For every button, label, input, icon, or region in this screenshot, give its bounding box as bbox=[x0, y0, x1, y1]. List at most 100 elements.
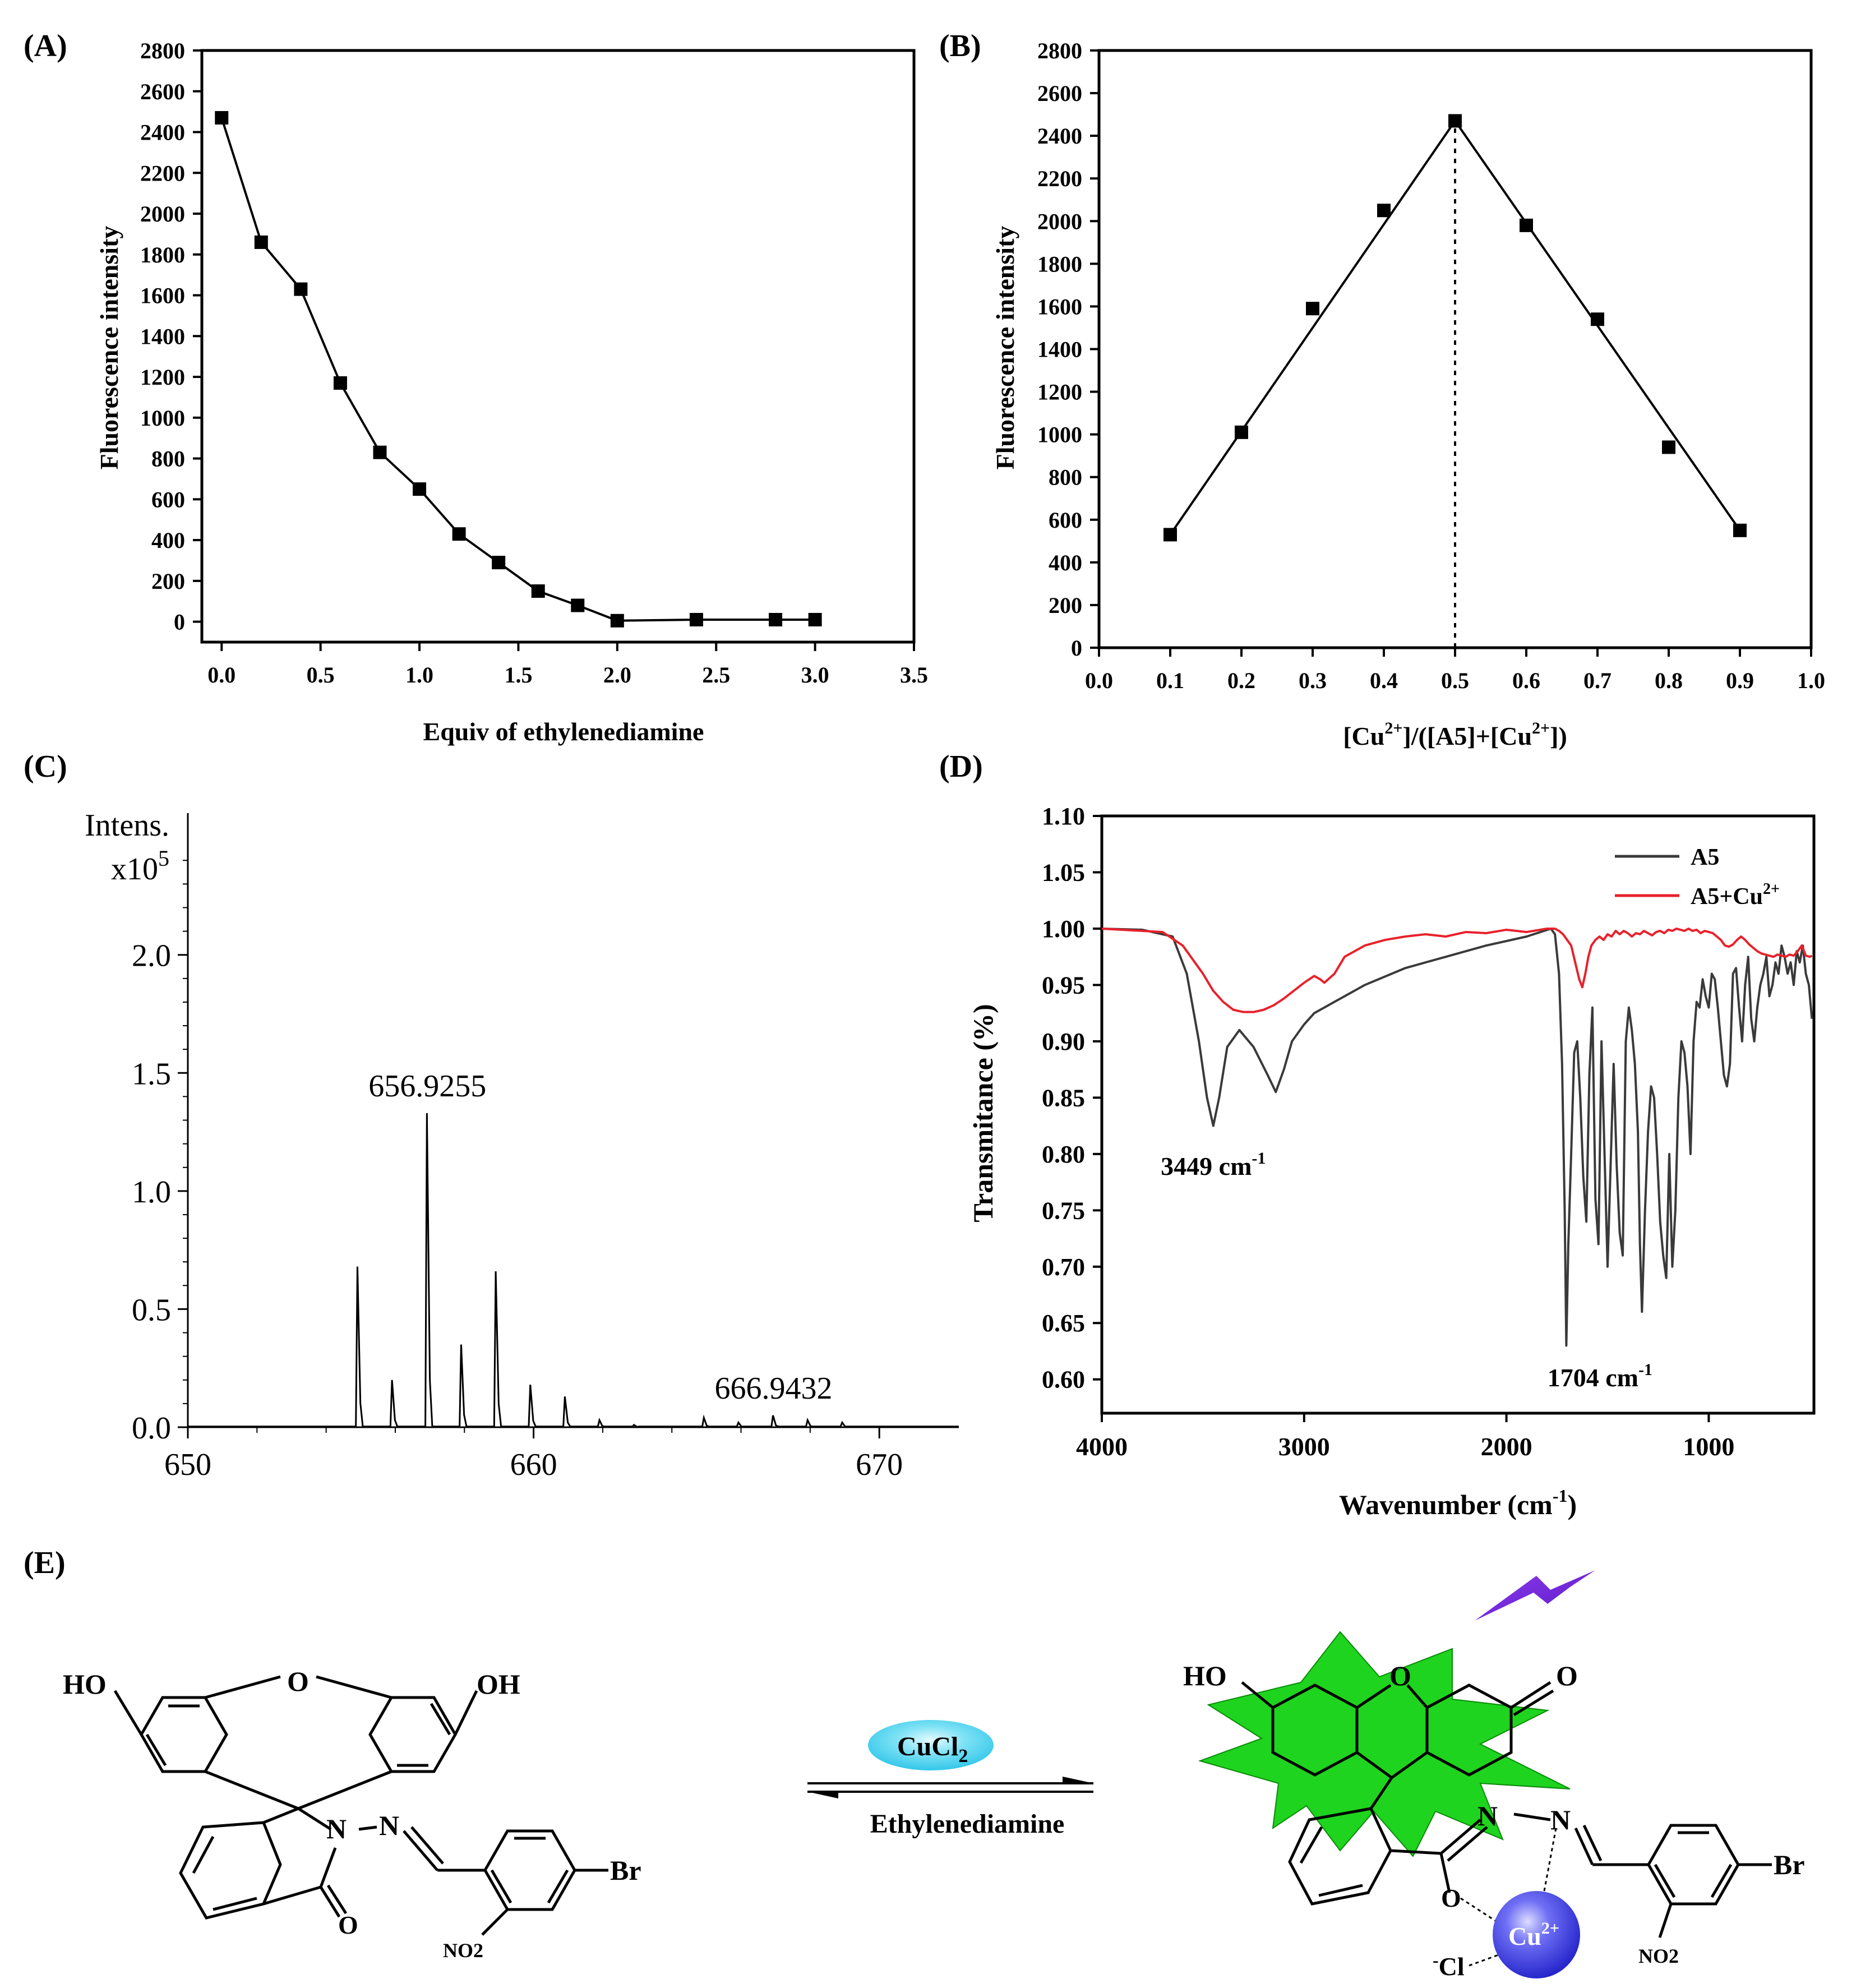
chart-b-xlabel: [Cu2+]/([A5]+[Cu2+]) bbox=[1343, 719, 1567, 750]
x-tick-label: 0.2 bbox=[1227, 668, 1255, 693]
y-tick-label: 0 bbox=[1071, 635, 1082, 661]
y-tick-label: 2400 bbox=[140, 120, 185, 145]
chart-a: 0 200 400 600 800 1000 1200 1400 1600 1800 2000 220… bbox=[95, 38, 928, 746]
chart-b-xlabel-part: [Cu bbox=[1343, 722, 1384, 750]
y-tick-label: 2000 bbox=[1037, 209, 1082, 234]
reagent-top-label: CuCl2 bbox=[897, 1732, 968, 1766]
y-tick-label: 2200 bbox=[1037, 166, 1082, 191]
peak-annotation-3449: 3449 cm-1 bbox=[1161, 1149, 1266, 1180]
data-point bbox=[769, 612, 783, 626]
y-tick-label: 400 bbox=[1049, 550, 1082, 575]
equilibrium-arrows: CuCl2 Ethylenediamine bbox=[807, 1720, 1093, 1839]
x-tick-label: 660 bbox=[510, 1447, 557, 1482]
peak-annotation: 656.9255 bbox=[368, 1069, 486, 1104]
peak-annotation-sup: -1 bbox=[1638, 1360, 1652, 1379]
x-tick-label: 0.4 bbox=[1370, 668, 1398, 693]
x-tick-label: 3.0 bbox=[801, 662, 829, 688]
x-tick-label: 670 bbox=[856, 1447, 903, 1482]
data-point bbox=[808, 612, 822, 626]
panel-label-c: (C) bbox=[24, 749, 67, 784]
y-tick-label: 0.90 bbox=[1042, 1028, 1085, 1055]
lightning-icon bbox=[1475, 1570, 1595, 1621]
y-tick-label: 1.5 bbox=[132, 1057, 171, 1091]
chart-d-xlabel-sup: -1 bbox=[1553, 1486, 1568, 1506]
right-cu-label: Cu2+ bbox=[1508, 1919, 1559, 1950]
chart-b-ylabel: Fluorescence intensity bbox=[991, 226, 1019, 470]
y-tick-label: 0.70 bbox=[1042, 1253, 1085, 1281]
y-tick-label: 1.10 bbox=[1042, 802, 1085, 830]
chart-d-xlabel-part: Wavenumber (cm bbox=[1339, 1489, 1553, 1520]
data-point bbox=[1591, 312, 1604, 326]
y-tick-label: 1800 bbox=[1037, 251, 1082, 276]
y-tick-label: 0.75 bbox=[1042, 1197, 1085, 1224]
data-point bbox=[1235, 425, 1248, 439]
y-tick-label: 200 bbox=[151, 569, 185, 594]
y-tick-label: 1200 bbox=[1037, 380, 1082, 405]
data-point bbox=[1306, 302, 1319, 316]
right-cl-label: -Cl bbox=[1433, 1950, 1465, 1981]
forward-arrow-head bbox=[1063, 1777, 1093, 1783]
peak-annotation-sup: -1 bbox=[1252, 1149, 1266, 1168]
chart-c-title-x10: x10 bbox=[111, 852, 158, 887]
reagent-top-main: CuCl bbox=[897, 1732, 958, 1761]
left-ho-label: HO bbox=[63, 1668, 107, 1700]
x-tick-label: 1000 bbox=[1683, 1432, 1734, 1461]
data-point bbox=[1163, 528, 1177, 542]
y-tick-label: 1.00 bbox=[1042, 915, 1085, 943]
y-tick-label: 2200 bbox=[140, 160, 185, 186]
left-oh-label: OH bbox=[477, 1668, 520, 1700]
x-tick-label: 650 bbox=[164, 1447, 211, 1482]
left-molecule-labels: HO OH O N N O Br NO2 bbox=[63, 1666, 641, 1962]
right-n2-label: N bbox=[1550, 1804, 1571, 1835]
y-tick-label: 400 bbox=[151, 528, 185, 553]
legend-label-a5-cu-main: A5+Cu bbox=[1691, 884, 1763, 910]
y-tick-label: 1800 bbox=[140, 242, 185, 267]
data-point bbox=[1733, 523, 1747, 537]
y-tick-label: 1.0 bbox=[132, 1175, 171, 1210]
x-tick-label: 2.0 bbox=[603, 662, 631, 688]
x-tick-label: 0.8 bbox=[1655, 668, 1683, 693]
cucl2-pill bbox=[868, 1720, 994, 1770]
reaction-scheme: HO OH O N N O Br NO2 CuCl2 Ethylenediami… bbox=[63, 1570, 1805, 1981]
y-tick-label: 0.85 bbox=[1042, 1084, 1085, 1111]
legend-label-a5-cu: A5+Cu2+ bbox=[1691, 880, 1780, 910]
x-tick-label: 0.1 bbox=[1156, 668, 1184, 693]
data-point bbox=[531, 584, 545, 598]
y-tick-label: 0.95 bbox=[1042, 971, 1085, 999]
x-tick-label: 0.5 bbox=[1441, 668, 1469, 693]
chart-a-frame bbox=[200, 49, 916, 644]
y-tick-label: 1600 bbox=[1037, 294, 1082, 319]
reagent-bottom-label: Ethylenediamine bbox=[870, 1809, 1065, 1839]
y-tick-label: 2800 bbox=[140, 38, 185, 63]
panel-label-b: (B) bbox=[939, 29, 981, 63]
left-carbonyl-o-label: O bbox=[338, 1911, 358, 1939]
series-line-a5-cu bbox=[1101, 927, 1813, 1013]
left-molecule bbox=[113, 1675, 608, 1936]
series-line bbox=[220, 117, 815, 622]
left-n2-label: N bbox=[379, 1810, 399, 1841]
data-point bbox=[1448, 114, 1462, 128]
peak-annotation-1704: 1704 cm-1 bbox=[1548, 1360, 1652, 1392]
right-cu-main: Cu bbox=[1508, 1922, 1541, 1950]
right-molecule-labels: HO O O N N O -Cl Cu2+ Br NO2 bbox=[1183, 1660, 1805, 1981]
mass-spectrum-trace bbox=[188, 1113, 959, 1428]
y-tick-label: 0.5 bbox=[132, 1293, 171, 1327]
x-tick-label: 0.3 bbox=[1299, 668, 1327, 693]
chart-b-xlabel-sup: 2+ bbox=[1384, 719, 1402, 737]
chart-c: 0.0 0.5 1.0 1.5 2.0 650 660 670 656.9255 666.94… bbox=[85, 808, 959, 1482]
y-tick-label: 0.60 bbox=[1042, 1366, 1085, 1394]
y-tick-label: 600 bbox=[151, 487, 185, 512]
fit-line bbox=[1169, 120, 1456, 536]
x-tick-label: 4000 bbox=[1076, 1432, 1128, 1461]
y-tick-label: 0 bbox=[174, 610, 185, 635]
right-ring-o-label: O bbox=[1389, 1660, 1411, 1691]
chart-a-ylabel: Fluorescence intensity bbox=[95, 226, 123, 470]
y-tick-label: 600 bbox=[1049, 508, 1082, 533]
data-point bbox=[452, 527, 466, 541]
chart-d-ylabel: Transmitance (%) bbox=[967, 1004, 999, 1222]
x-tick-label: 0.9 bbox=[1726, 668, 1754, 693]
y-tick-label: 1400 bbox=[140, 324, 185, 349]
panel-label-e: (E) bbox=[24, 1546, 66, 1580]
x-tick-label: 3.5 bbox=[900, 662, 928, 688]
y-tick-label: 1600 bbox=[140, 283, 185, 308]
